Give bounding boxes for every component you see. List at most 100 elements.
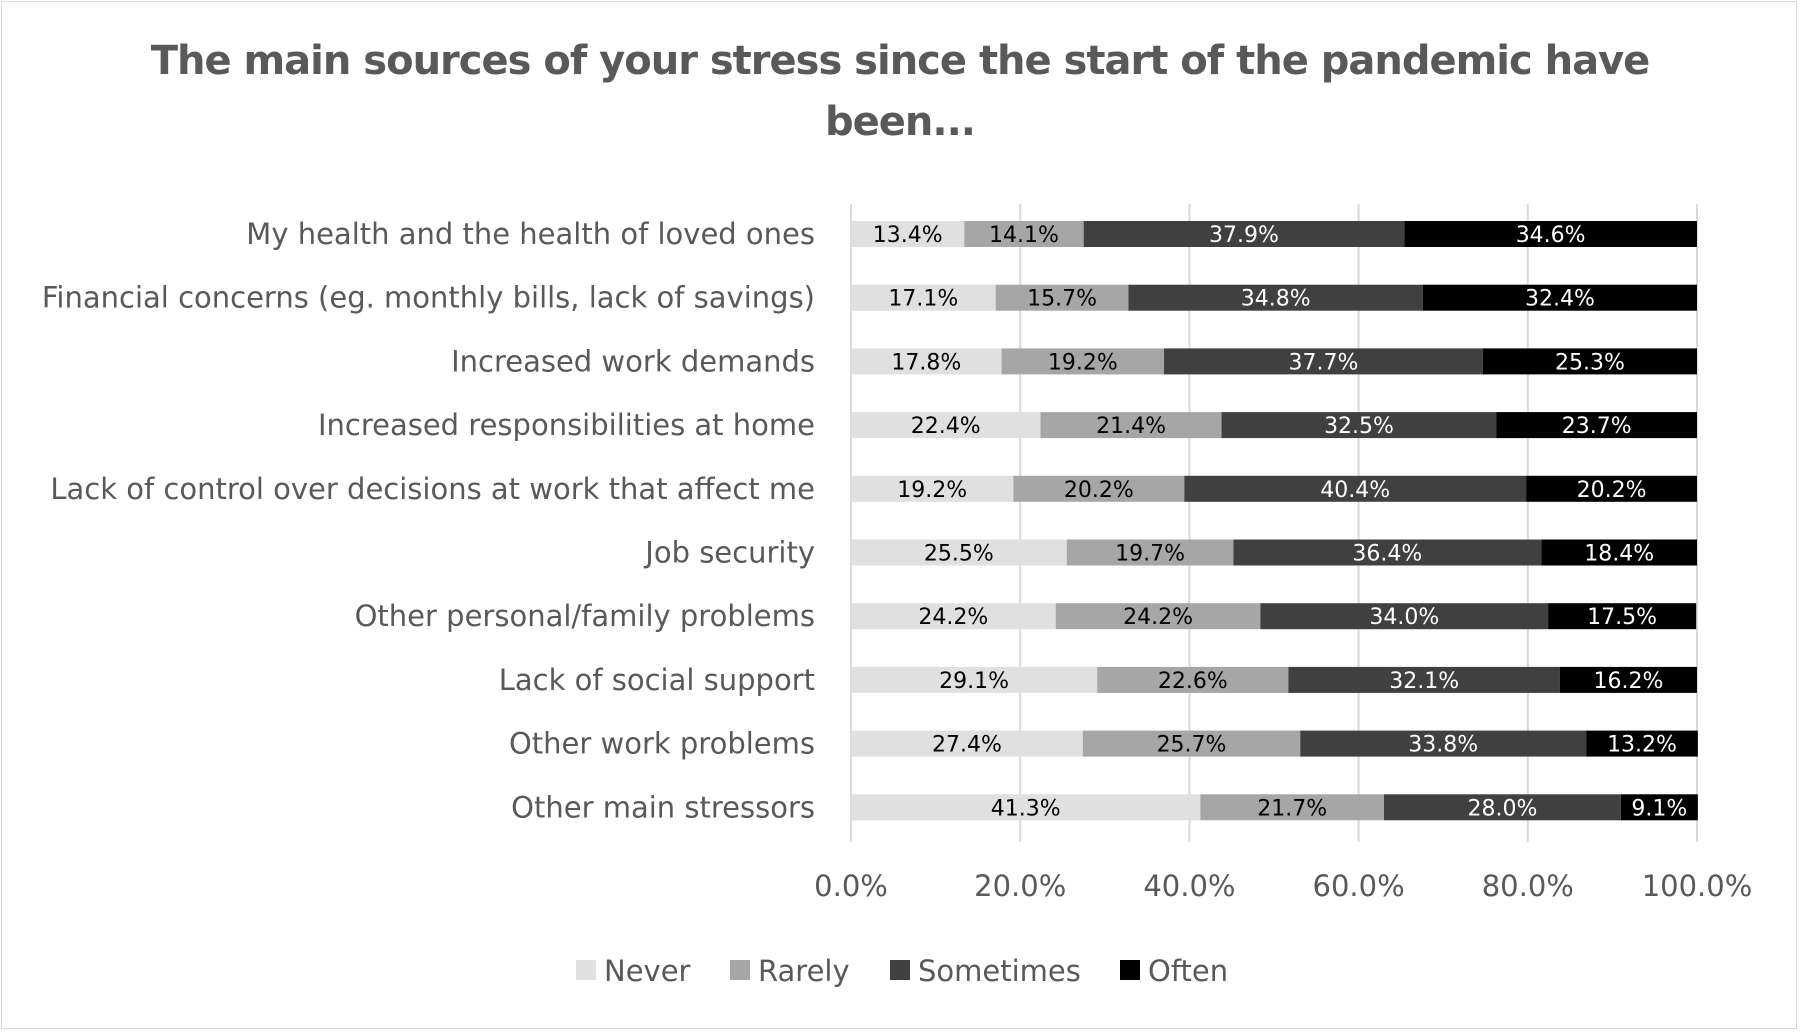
bar-segment-rarely — [1013, 475, 1185, 502]
bar-segment-rarely — [1066, 539, 1234, 566]
x-tick-label: 20.0% — [974, 869, 1066, 903]
bar-segment-never — [851, 475, 1014, 502]
bar-segment-never — [851, 794, 1201, 821]
data-label: 19.2% — [1048, 350, 1118, 375]
data-label: 34.8% — [1241, 287, 1311, 312]
bar-segment-rarely — [1055, 603, 1261, 630]
data-label: 16.2% — [1594, 669, 1664, 694]
bar-segment-often — [1422, 284, 1697, 311]
x-tick-label: 60.0% — [1313, 869, 1405, 903]
data-label: 25.5% — [924, 542, 994, 567]
bar-segment-sometimes — [1383, 794, 1621, 821]
data-label: 32.1% — [1389, 669, 1459, 694]
bar-segment-never — [851, 221, 965, 247]
legend-label-rarely: Rarely — [758, 954, 850, 988]
data-label: 27.4% — [932, 733, 1002, 758]
x-tick-label: 40.0% — [1143, 869, 1235, 903]
bar-segment-rarely — [1001, 348, 1165, 375]
category-label: Lack of control over decisions at work t… — [50, 472, 815, 506]
data-label: 24.2% — [918, 605, 988, 630]
legend-swatch-sometimes — [890, 960, 910, 980]
data-label: 40.4% — [1320, 478, 1390, 503]
data-label: 28.0% — [1467, 796, 1537, 821]
bar-segment-sometimes — [1288, 666, 1560, 693]
category-labels: My health and the health of loved ones Fi… — [42, 217, 815, 824]
bar-segment-often — [1541, 539, 1697, 566]
chart-title-line-2: been... — [825, 99, 976, 145]
bar-segment-never — [851, 412, 1041, 439]
x-tick-labels: 0.0% 20.0% 40.0% 60.0% 80.0% 100.0% — [814, 869, 1752, 903]
category-label: Increased responsibilities at home — [318, 408, 815, 442]
data-label: 9.1% — [1631, 796, 1687, 821]
bar-segment-rarely — [1082, 730, 1301, 757]
x-tick-label: 100.0% — [1642, 869, 1753, 903]
bar-segment-often — [1404, 221, 1697, 247]
data-label: 21.4% — [1096, 414, 1166, 439]
category-label: Other main stressors — [511, 790, 815, 824]
legend-swatch-rarely — [730, 960, 750, 980]
data-label: 33.8% — [1408, 733, 1478, 758]
data-label: 13.4% — [873, 223, 943, 248]
bar-segment-never — [851, 730, 1083, 757]
bar-segment-often — [1496, 412, 1697, 439]
data-label: 37.9% — [1209, 223, 1279, 248]
bar-segment-often — [1548, 603, 1697, 630]
category-label: Job security — [643, 536, 815, 570]
data-label: 17.1% — [888, 287, 958, 312]
bar-segment-sometimes — [1164, 348, 1483, 375]
data-label: 36.4% — [1352, 542, 1422, 567]
bar-segment-never — [851, 348, 1002, 375]
category-label: Other work problems — [509, 727, 815, 761]
bar-segment-often — [1586, 730, 1698, 757]
bar-segment-sometimes — [1221, 412, 1497, 439]
bar-segment-sometimes — [1184, 475, 1527, 502]
bar-segment-often — [1526, 475, 1697, 502]
data-label: 17.5% — [1587, 605, 1657, 630]
category-label: Lack of social support — [499, 663, 815, 697]
bar-segment-never — [851, 284, 996, 311]
bar-segment-sometimes — [1300, 730, 1587, 757]
data-label: 19.7% — [1115, 542, 1185, 567]
bar-segment-often — [1482, 348, 1697, 375]
data-label: 17.8% — [891, 350, 961, 375]
category-label: Other personal/family problems — [355, 599, 815, 633]
category-label: My health and the health of loved ones — [246, 217, 815, 251]
bar-segment-sometimes — [1128, 284, 1423, 311]
chart-title-line-1: The main sources of your stress since th… — [150, 38, 1651, 84]
data-label: 14.1% — [989, 223, 1059, 248]
data-label: 25.3% — [1555, 350, 1625, 375]
data-label: 18.4% — [1584, 542, 1654, 567]
bar-segment-rarely — [1097, 666, 1289, 693]
bar-segment-rarely — [1200, 794, 1384, 821]
bar-segment-rarely — [1040, 412, 1222, 439]
legend-label-often: Often — [1148, 954, 1228, 988]
data-label: 25.7% — [1157, 733, 1227, 758]
data-label: 22.4% — [911, 414, 981, 439]
legend-swatch-often — [1120, 960, 1140, 980]
category-label: Financial concerns (eg. monthly bills, l… — [42, 281, 815, 315]
data-label: 21.7% — [1257, 796, 1327, 821]
category-label: Increased work demands — [451, 344, 815, 378]
data-label: 15.7% — [1027, 287, 1097, 312]
data-label: 41.3% — [991, 796, 1061, 821]
data-label: 37.7% — [1289, 350, 1359, 375]
legend-label-never: Never — [604, 954, 691, 988]
data-label: 32.5% — [1324, 414, 1394, 439]
data-label: 23.7% — [1562, 414, 1632, 439]
bar-segment-sometimes — [1233, 539, 1542, 566]
data-label: 24.2% — [1123, 605, 1193, 630]
data-label: 32.4% — [1525, 287, 1595, 312]
x-tick-label: 0.0% — [814, 869, 888, 903]
data-label: 20.2% — [1577, 478, 1647, 503]
legend-swatch-never — [576, 960, 596, 980]
data-label: 13.2% — [1607, 733, 1677, 758]
data-label: 19.2% — [897, 478, 967, 503]
bar-segment-often — [1620, 794, 1698, 821]
data-label: 20.2% — [1064, 478, 1134, 503]
x-tick-label: 80.0% — [1482, 869, 1574, 903]
legend: Never Rarely Sometimes Often — [576, 954, 1228, 988]
bar-segment-never — [851, 666, 1098, 693]
bar-segment-sometimes — [1083, 221, 1405, 247]
